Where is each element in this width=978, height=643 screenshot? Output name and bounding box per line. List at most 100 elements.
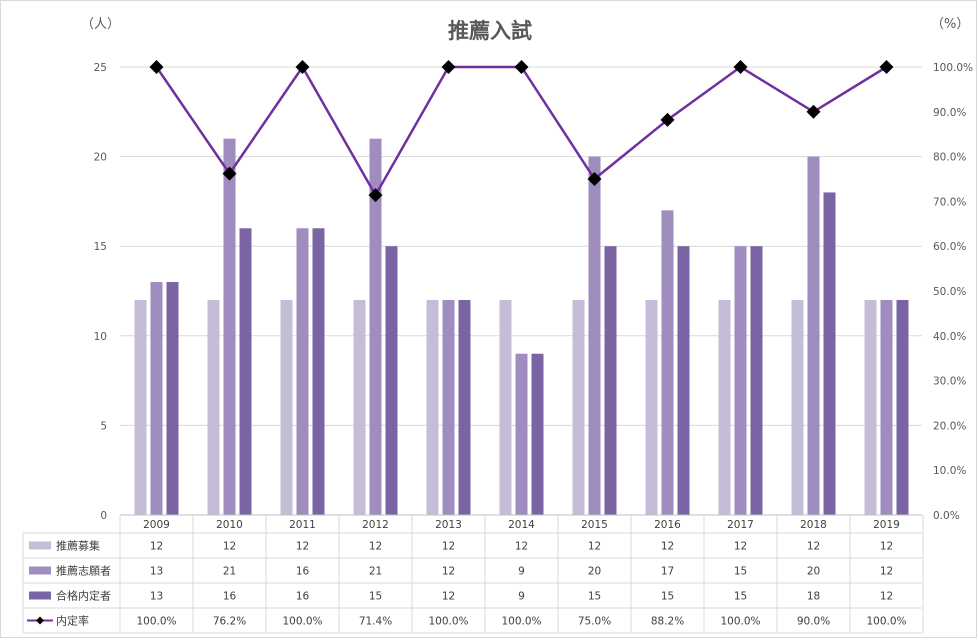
x-category-label: 2010	[216, 519, 243, 531]
rate-marker	[368, 188, 383, 203]
rate-line	[155, 64, 888, 198]
bar-2	[442, 299, 455, 515]
table-cell-value: 12	[734, 541, 747, 553]
bar-3	[677, 246, 690, 515]
bars-layer	[134, 138, 909, 516]
bar-1	[645, 299, 658, 515]
x-category-label: 2012	[362, 519, 389, 531]
bar-1	[718, 299, 731, 515]
bar-3	[531, 353, 544, 515]
bar-2	[588, 156, 601, 515]
legend-swatch-1	[29, 541, 51, 550]
bar-3	[896, 299, 909, 515]
table-cell-value: 20	[588, 566, 601, 578]
x-category-label: 2017	[727, 519, 754, 531]
bar-2	[880, 299, 893, 515]
table-cell-value: 12	[661, 541, 674, 553]
y-right-tick-label: 20.0%	[933, 420, 966, 432]
x-category-label: 2018	[800, 519, 827, 531]
bar-3	[823, 192, 836, 515]
table-cell-value: 12	[588, 541, 601, 553]
table-cell-value: 15	[661, 591, 674, 603]
bar-1	[572, 299, 585, 515]
x-category-label: 2019	[873, 519, 900, 531]
table-cell-value: 12	[223, 541, 236, 553]
table-cell-value: 18	[807, 591, 820, 603]
bar-2	[661, 210, 674, 516]
y-right-tick-label: 60.0%	[933, 241, 966, 253]
bar-2	[296, 228, 309, 515]
table-cell-value: 100.0%	[428, 616, 468, 628]
y-left-tick-label: 15	[94, 241, 107, 253]
bar-3	[239, 228, 252, 515]
x-category-label: 2009	[143, 519, 170, 531]
table-cell-value: 12	[369, 541, 382, 553]
left-axis-unit: （人）	[81, 17, 120, 32]
bar-3	[458, 299, 471, 515]
legend-entry: 推薦募集	[56, 539, 100, 553]
table-cell-value: 12	[150, 541, 163, 553]
table-cell-value: 12	[442, 541, 455, 553]
table-cell-value: 100.0%	[501, 616, 541, 628]
bar-3	[166, 282, 179, 515]
rate-marker	[295, 60, 310, 74]
table-cell-value: 13	[150, 566, 163, 578]
rate-marker	[587, 172, 602, 186]
x-category-label: 2011	[289, 519, 316, 531]
y-left-tick-label: 10	[94, 331, 107, 343]
axes-layer: 0 5 10 15 20 25 0.0% 10.0% 20.0% 30.0% 40.0% 50.0% 6…	[94, 62, 973, 522]
chart-title: 推薦入試	[448, 19, 532, 43]
x-category-label: 2013	[435, 519, 462, 531]
y-right-tick-label: 70.0%	[933, 196, 966, 208]
bar-2	[807, 156, 820, 515]
bar-3	[312, 228, 325, 515]
table-cell-value: 12	[880, 566, 893, 578]
table-cell-value: 15	[588, 591, 601, 603]
line-layer	[149, 60, 894, 203]
rate-marker	[733, 60, 748, 74]
table-cell-value: 20	[807, 566, 820, 578]
table-cell-value: 12	[807, 541, 820, 553]
y-right-tick-label: 0.0%	[933, 510, 960, 522]
table-cell-value: 75.0%	[578, 616, 611, 628]
bar-2	[515, 353, 528, 515]
table-cell-value: 16	[296, 591, 310, 603]
table-cell-value: 88.2%	[651, 616, 684, 628]
legend-entry: 内定率	[56, 614, 89, 628]
bar-2	[150, 282, 163, 515]
table-cell-value: 21	[369, 566, 382, 578]
rate-marker	[222, 166, 237, 181]
table-cell-value: 16	[296, 566, 310, 578]
bar-3	[385, 246, 398, 515]
legend-marker-swatch	[36, 616, 44, 625]
table-cell-value: 100.0%	[282, 616, 322, 628]
bar-3	[604, 246, 617, 515]
rate-marker	[660, 112, 675, 127]
bar-2	[369, 138, 382, 515]
rate-marker	[514, 60, 529, 74]
rate-marker	[441, 60, 456, 74]
table-cell-value: 9	[518, 566, 525, 578]
table-cell-value: 17	[661, 566, 674, 578]
y-right-tick-label: 80.0%	[933, 152, 966, 164]
bar-1	[791, 299, 804, 515]
data-table: 2009 2010 2011 2012 2013 2014 2015 2016 2017 2018…	[22, 515, 924, 634]
table-cell-value: 100.0%	[136, 616, 176, 628]
table-cell-value: 100.0%	[866, 616, 906, 628]
bar-1	[207, 299, 220, 515]
table-cell-value: 12	[515, 541, 528, 553]
table-cell-value: 90.0%	[797, 616, 830, 628]
rate-marker	[149, 60, 164, 74]
table-cell-value: 9	[518, 591, 525, 603]
table-cell-value: 71.4%	[359, 616, 392, 628]
legend-swatch-2	[29, 566, 51, 575]
rate-marker	[879, 60, 894, 74]
y-right-tick-label: 100.0%	[933, 62, 973, 74]
x-category-label: 2016	[654, 519, 681, 531]
bar-1	[864, 299, 877, 515]
y-left-tick-label: 25	[94, 62, 107, 74]
y-right-tick-label: 30.0%	[933, 376, 966, 388]
y-right-tick-label: 50.0%	[933, 286, 966, 298]
x-category-label: 2014	[508, 519, 535, 531]
